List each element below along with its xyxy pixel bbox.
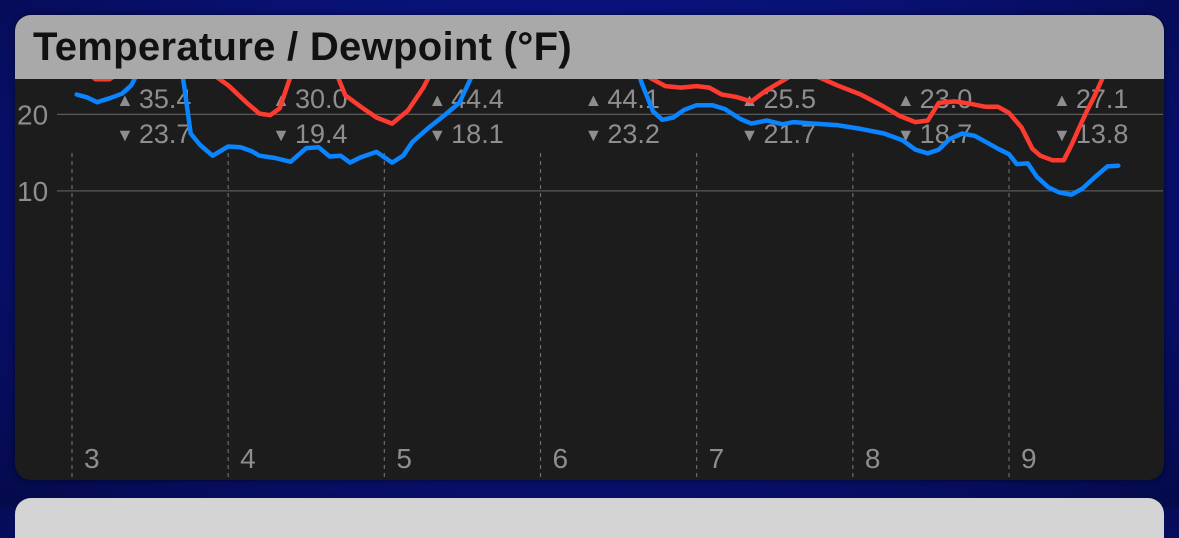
next-card-edge [15, 498, 1164, 538]
x-tick-label: 8 [865, 443, 881, 474]
temperature-line [91, 79, 1120, 163]
daily-high-label: ▲ 27.1 [1053, 84, 1128, 114]
daily-high-label: ▲ 44.4 [428, 84, 503, 114]
daily-low-label: ▼ 18.1 [428, 119, 503, 149]
dewpoint-line [74, 79, 1121, 197]
x-tick-label: 4 [240, 443, 256, 474]
x-tick-label: 7 [709, 443, 725, 474]
x-tick-label: 3 [84, 443, 100, 474]
temperature-dewpoint-card: Temperature / Dewpoint (°F) ▲ 35.4 ▼ 23.7… [15, 15, 1164, 480]
card-title: Temperature / Dewpoint (°F) [33, 24, 572, 69]
daily-low-label: ▼ 19.4 [272, 119, 347, 149]
daily-high-label: ▲ 44.1 [585, 84, 660, 114]
daily-low-label: ▼ 23.7 [116, 119, 191, 149]
y-tick-label: 10 [17, 176, 48, 207]
card-header: Temperature / Dewpoint (°F) [15, 15, 1164, 79]
daily-low-label: ▼ 13.8 [1053, 119, 1128, 149]
temperature-dewpoint-chart: ▲ 35.4▼ 23.7▲ 30.0▼ 19.4▲ 44.4▼ 18.1▲ 44… [17, 79, 1163, 479]
x-tick-label: 5 [396, 443, 412, 474]
daily-high-label: ▲ 30.0 [272, 84, 347, 114]
daily-high-label: ▲ 23.0 [897, 84, 972, 114]
y-tick-label: 20 [17, 99, 48, 130]
x-tick-label: 6 [553, 443, 569, 474]
daily-low-label: ▼ 23.2 [585, 119, 660, 149]
x-tick-label: 9 [1021, 443, 1037, 474]
